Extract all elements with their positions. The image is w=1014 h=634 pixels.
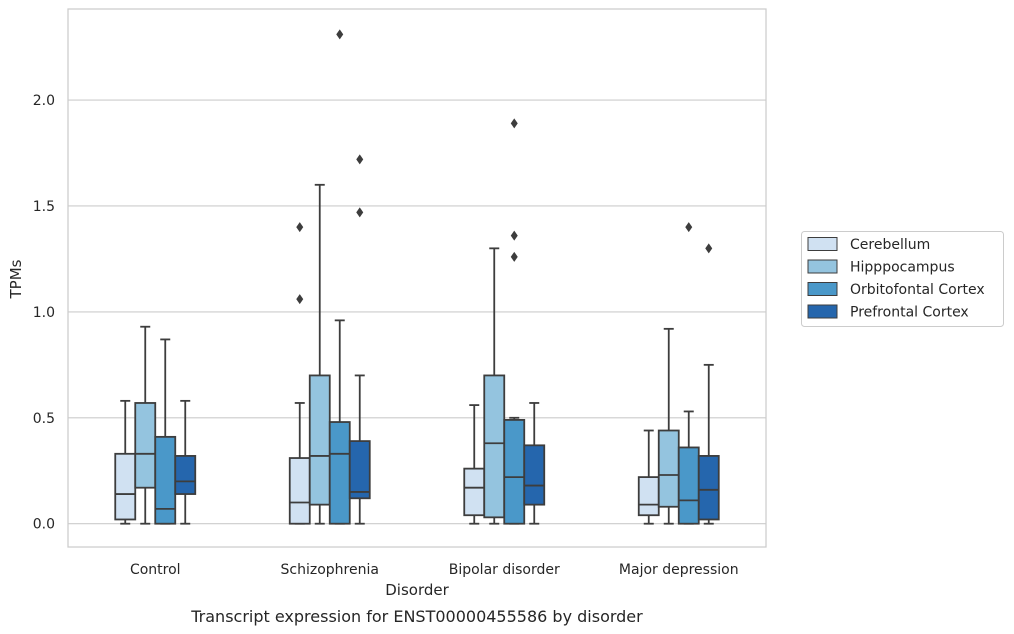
box-prefrontal-cortex bbox=[174, 399, 197, 525]
box-body bbox=[463, 467, 486, 517]
box-orbitofontal-cortex bbox=[503, 118, 526, 525]
box-hipppocampus bbox=[657, 327, 680, 525]
box-hipppocampus bbox=[483, 247, 506, 525]
legend-label: Hipppocampus bbox=[850, 260, 955, 276]
box-body bbox=[697, 455, 720, 521]
legend-label: Cerebellum bbox=[850, 237, 930, 253]
box-body bbox=[523, 444, 546, 506]
y-tick-label: 1.5 bbox=[33, 199, 55, 215]
x-ticks: Control Schizophrenia Bipolar disorder Majo… bbox=[130, 562, 739, 578]
box-orbitofontal-cortex bbox=[328, 29, 351, 525]
box-cerebellum bbox=[288, 222, 311, 525]
legend-label: Prefrontal Cortex bbox=[850, 305, 969, 321]
boxes bbox=[114, 29, 720, 525]
box-body bbox=[154, 435, 177, 525]
box-body bbox=[503, 419, 526, 525]
legend-swatch bbox=[807, 237, 838, 251]
outlier-point bbox=[705, 243, 713, 254]
x-tick-label: Schizophrenia bbox=[281, 562, 379, 578]
box-body bbox=[114, 452, 137, 521]
y-tick-label: 1.0 bbox=[33, 305, 55, 321]
box-orbitofontal-cortex bbox=[154, 338, 177, 525]
outlier-point bbox=[510, 118, 518, 129]
legend-frame bbox=[801, 231, 1004, 327]
legend-swatch bbox=[807, 304, 838, 319]
y-ticks: 0.0 0.5 1.0 1.5 2.0 bbox=[33, 93, 55, 533]
outlier-point bbox=[296, 222, 304, 233]
outlier-point bbox=[296, 294, 304, 305]
box-hipppocampus bbox=[308, 183, 331, 525]
y-tick-label: 2.0 bbox=[33, 93, 55, 109]
legend-swatch bbox=[807, 259, 838, 274]
x-tick-label: Bipolar disorder bbox=[449, 562, 560, 578]
box-body bbox=[677, 446, 700, 525]
box-body bbox=[657, 429, 680, 508]
box-body bbox=[483, 374, 506, 519]
legend-label: Orbitofontal Cortex bbox=[850, 282, 985, 298]
x-axis-label: Disorder bbox=[385, 581, 449, 599]
x-tick-label: Control bbox=[130, 562, 181, 578]
box-body bbox=[348, 440, 371, 500]
y-tick-label: 0.0 bbox=[33, 517, 55, 533]
box-body bbox=[288, 457, 311, 525]
box-cerebellum bbox=[114, 399, 137, 525]
y-tick-label: 0.5 bbox=[33, 411, 55, 427]
outlier-point bbox=[510, 251, 518, 262]
box-hipppocampus bbox=[134, 325, 157, 525]
legend-swatch bbox=[807, 282, 838, 296]
box-cerebellum bbox=[463, 404, 486, 525]
outlier-point bbox=[336, 29, 344, 40]
box-body bbox=[328, 421, 351, 525]
box-orbitofontal-cortex bbox=[677, 222, 700, 525]
box-prefrontal-cortex bbox=[697, 243, 720, 525]
outlier-point bbox=[356, 154, 364, 165]
box-cerebellum bbox=[637, 429, 660, 525]
outlier-point bbox=[510, 230, 518, 241]
box-body bbox=[308, 374, 331, 506]
chart-caption: Transcript expression for ENST0000045558… bbox=[190, 607, 643, 626]
plot-frame bbox=[67, 8, 767, 548]
box-body bbox=[134, 402, 157, 489]
box-body bbox=[174, 455, 197, 495]
x-tick-label: Major depression bbox=[619, 562, 739, 578]
box-prefrontal-cortex bbox=[348, 154, 371, 525]
legend: Cerebellum Hipppocampus Orbitofontal Corte… bbox=[801, 231, 1004, 327]
box-prefrontal-cortex bbox=[523, 402, 546, 525]
y-axis-label: TPMs bbox=[7, 259, 25, 299]
outlier-point bbox=[685, 222, 693, 233]
box-body bbox=[637, 476, 660, 517]
outlier-point bbox=[356, 207, 364, 218]
